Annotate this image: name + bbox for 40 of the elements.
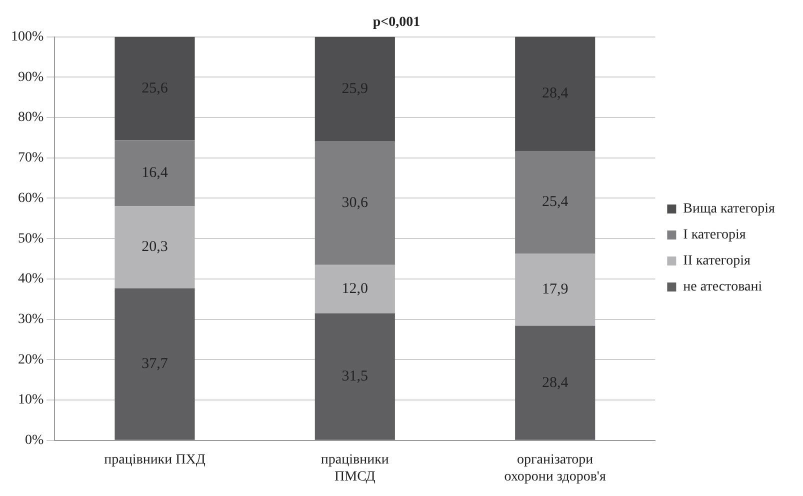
data-label: 16,4 (142, 165, 168, 182)
chart-title: p<0,001 (372, 15, 420, 30)
bar (515, 326, 596, 440)
data-label: 31,5 (342, 368, 368, 385)
x-tick-label: працівники ПХД (104, 452, 206, 468)
bar (515, 151, 596, 254)
legend-label: не атестовані (683, 280, 762, 295)
y-tick-label: 90% (18, 70, 44, 85)
y-tick-label: 70% (18, 150, 44, 166)
data-label: 17,9 (542, 282, 568, 298)
bar (314, 264, 395, 314)
legend-label: ІІ категорія (683, 254, 752, 269)
y-tick-label: 10% (18, 392, 44, 408)
y-tick-label: 40% (18, 272, 44, 287)
bar (314, 36, 395, 142)
x-tick-label: організатори охорони здоров'я (504, 452, 606, 484)
y-tick-label: 50% (18, 231, 44, 246)
bar (515, 254, 596, 326)
data-label: 37,7 (142, 356, 168, 372)
y-tick-label: 30% (18, 312, 44, 327)
bar (515, 36, 596, 152)
data-label: 30,6 (342, 195, 369, 212)
data-label: 12,0 (342, 280, 368, 297)
y-tick-label: 20% (18, 352, 44, 368)
x-tick-label: працівники ПМСД (320, 452, 390, 484)
bar (114, 36, 195, 140)
data-label: 25,4 (542, 194, 569, 210)
y-tick-label: 100% (10, 29, 44, 44)
data-label: 20,3 (142, 239, 168, 256)
bar (114, 288, 195, 440)
y-tick-label: 60% (18, 190, 44, 206)
bar (114, 206, 195, 288)
bar (114, 140, 195, 206)
data-label: 28,4 (542, 374, 569, 391)
y-tick-label: 80% (18, 110, 44, 126)
legend-label: І категорія (683, 228, 746, 243)
bar (314, 141, 395, 265)
y-tick-label: 0% (24, 433, 44, 448)
legend-label: Вища категорія (683, 202, 776, 217)
bar (314, 313, 395, 440)
